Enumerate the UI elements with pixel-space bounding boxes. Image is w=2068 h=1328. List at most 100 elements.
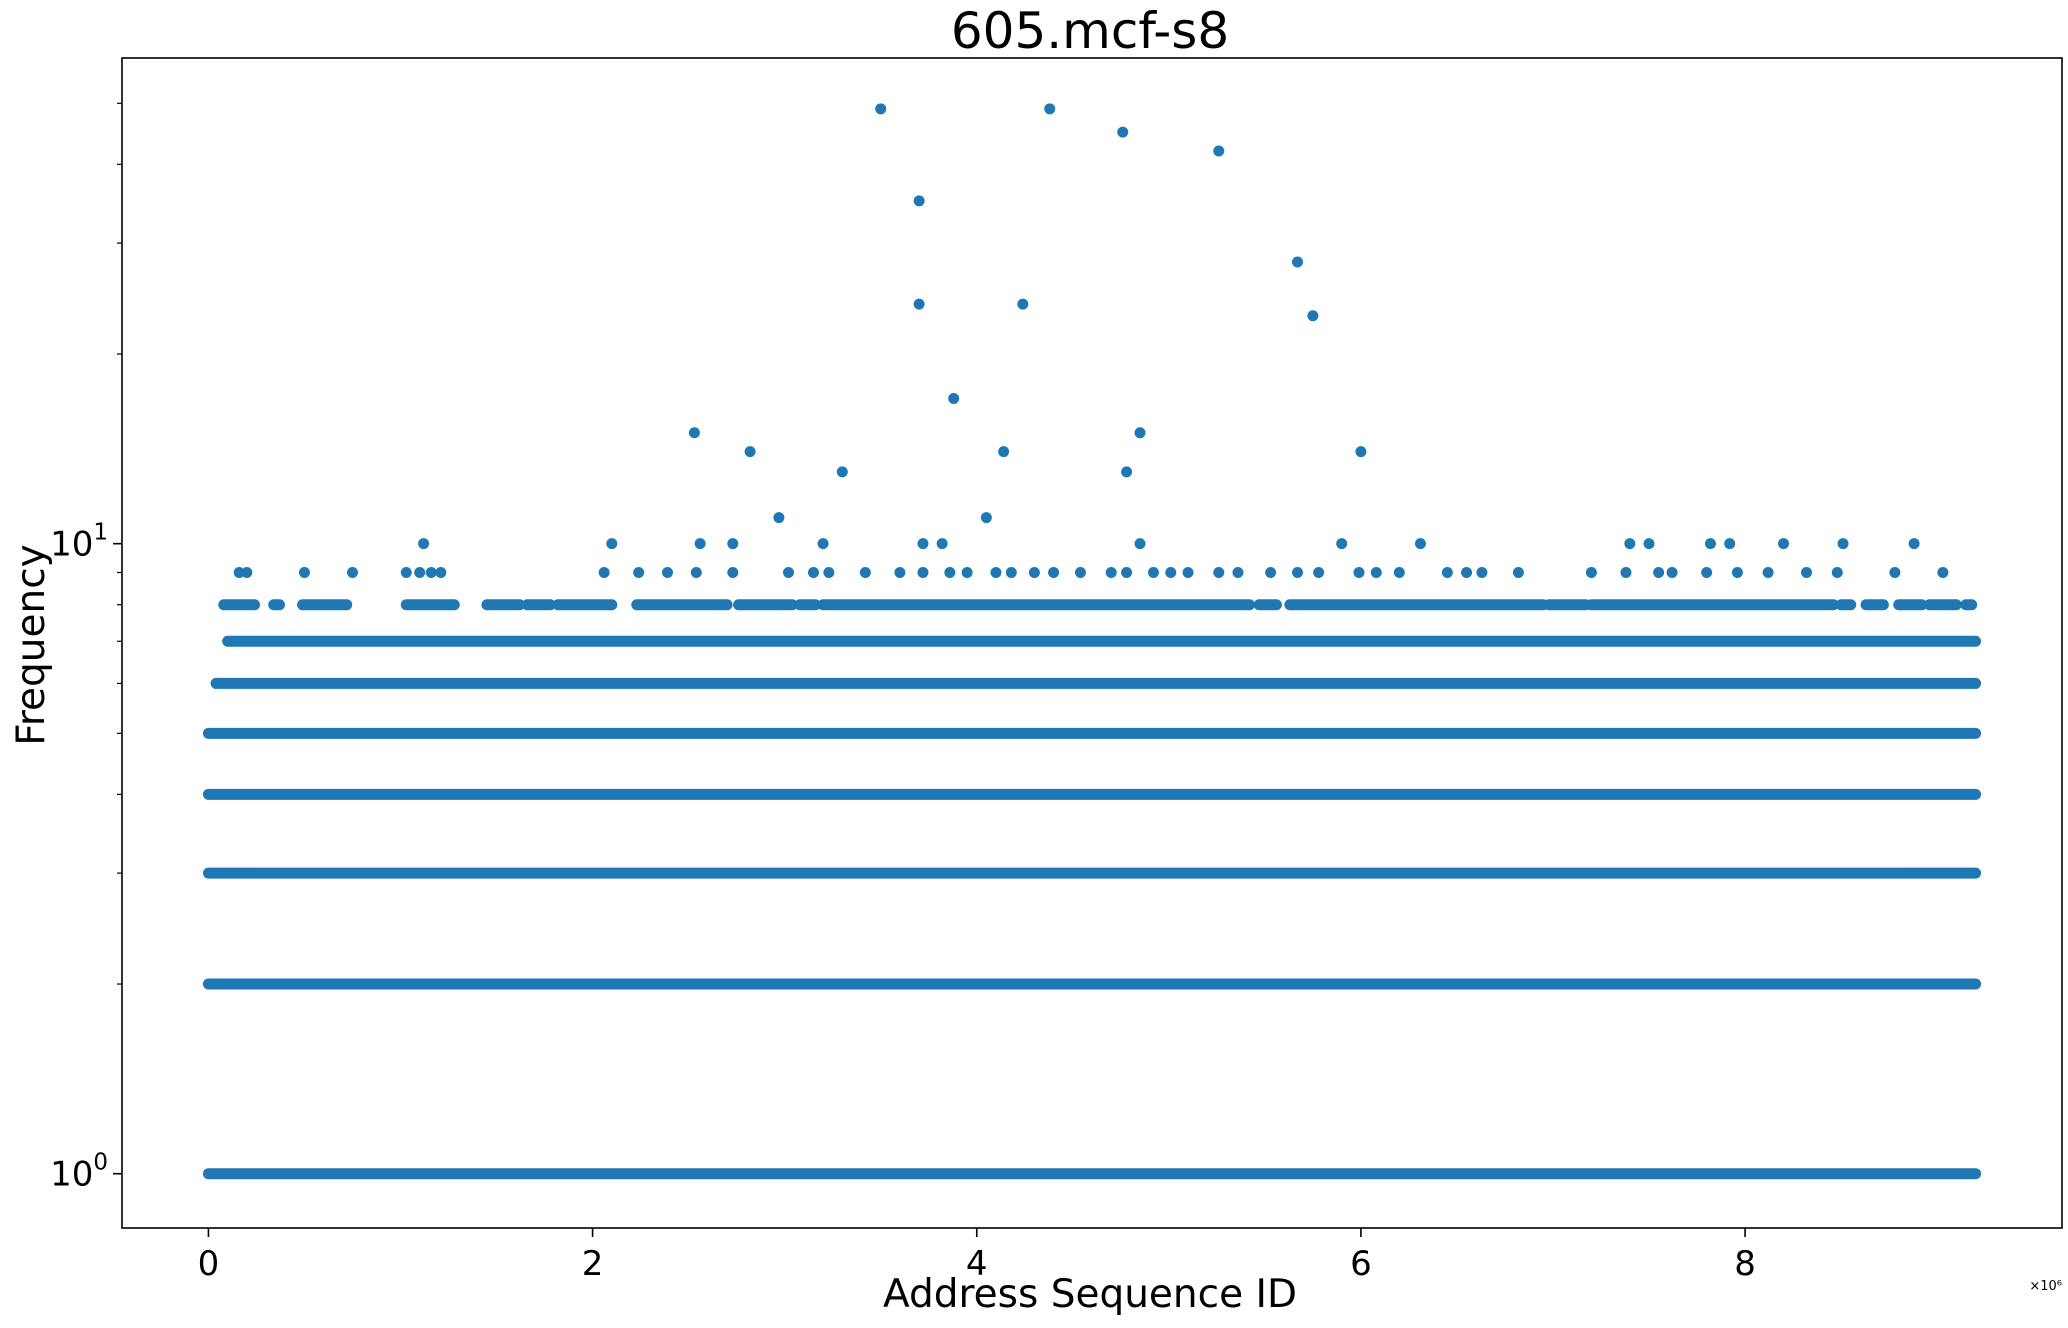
data-point (1837, 538, 1849, 550)
data-point (1393, 566, 1405, 578)
data-point (1624, 538, 1636, 550)
data-point (1937, 566, 1949, 578)
data-point (773, 512, 785, 524)
data-point (936, 538, 948, 550)
data-point (1232, 566, 1244, 578)
data-point (823, 566, 835, 578)
x-axis-label: Address Sequence ID (883, 1272, 1297, 1317)
data-point (836, 466, 848, 478)
data-point (917, 566, 929, 578)
data-point (241, 566, 253, 578)
data-point (961, 566, 973, 578)
data-point (913, 195, 925, 207)
data-point (1704, 538, 1716, 550)
data-point (1292, 256, 1304, 268)
data-point (1461, 566, 1473, 578)
data-point (1105, 566, 1117, 578)
data-point (346, 566, 358, 578)
data-point (633, 566, 645, 578)
data-point (1889, 566, 1901, 578)
data-point (1355, 446, 1367, 458)
data-point (744, 446, 756, 458)
data-point (1213, 145, 1225, 157)
data-point (859, 566, 871, 578)
data-point (1620, 566, 1632, 578)
data-point (998, 446, 1010, 458)
data-point (1121, 466, 1133, 478)
data-point (875, 103, 887, 115)
data-point (1307, 310, 1319, 322)
chart-title: 605.mcf-s8 (951, 2, 1229, 60)
data-point (1074, 566, 1086, 578)
data-point (990, 566, 1002, 578)
data-point (1117, 126, 1129, 138)
data-point (1182, 566, 1194, 578)
data-point (414, 566, 426, 578)
data-point (917, 538, 929, 550)
data-point (233, 566, 245, 578)
data-point (425, 566, 437, 578)
data-point (913, 298, 925, 310)
data-point (1762, 566, 1774, 578)
x-tick-label: 0 (198, 1244, 220, 1284)
data-point (1165, 566, 1177, 578)
data-point (1701, 566, 1713, 578)
data-point (783, 566, 795, 578)
data-point (1044, 103, 1056, 115)
x-tick-label: 2 (582, 1244, 604, 1284)
x-tick-label: 4 (966, 1244, 988, 1284)
y-tick-label: 101 (50, 520, 108, 565)
data-point (662, 566, 674, 578)
x-tick-label: 8 (1734, 1244, 1756, 1284)
data-point (727, 538, 739, 550)
data-point (1292, 566, 1304, 578)
data-point (807, 566, 819, 578)
data-point (1653, 566, 1665, 578)
data-point (1476, 566, 1488, 578)
data-point (1265, 566, 1277, 578)
data-point (1017, 298, 1029, 310)
data-point (1147, 566, 1159, 578)
data-point (1731, 566, 1743, 578)
data-point (1643, 538, 1655, 550)
data-point (1121, 566, 1133, 578)
data-point (694, 538, 706, 550)
data-point (400, 566, 412, 578)
data-point (598, 566, 610, 578)
y-tick-label: 100 (50, 1150, 108, 1195)
data-point (980, 512, 992, 524)
x-axis-offset-label: ×10⁶ (2029, 1279, 2062, 1294)
data-point (1441, 566, 1453, 578)
data-point (1801, 566, 1813, 578)
data-point (948, 392, 960, 404)
data-point (1724, 538, 1736, 550)
data-point (1908, 538, 1920, 550)
data-point (1336, 538, 1348, 550)
data-point (1005, 566, 1017, 578)
data-point (1134, 538, 1146, 550)
data-point (690, 566, 702, 578)
data-point (1777, 538, 1789, 550)
data-point (1134, 427, 1146, 439)
data-point (894, 566, 906, 578)
data-point (1353, 566, 1365, 578)
data-point (1666, 566, 1678, 578)
data-point (418, 538, 430, 550)
data-point (817, 538, 829, 550)
points-layer (202, 103, 1982, 1180)
data-point (1313, 566, 1325, 578)
data-point (606, 538, 618, 550)
data-point (298, 566, 310, 578)
x-tick-label: 6 (1350, 1244, 1372, 1284)
data-point (1028, 566, 1040, 578)
data-point (944, 566, 956, 578)
y-axis-label: Frequency (9, 544, 54, 745)
data-point (1048, 566, 1060, 578)
data-point (688, 427, 700, 439)
data-point (1213, 566, 1225, 578)
plot-frame (121, 57, 2063, 1229)
data-point (727, 566, 739, 578)
